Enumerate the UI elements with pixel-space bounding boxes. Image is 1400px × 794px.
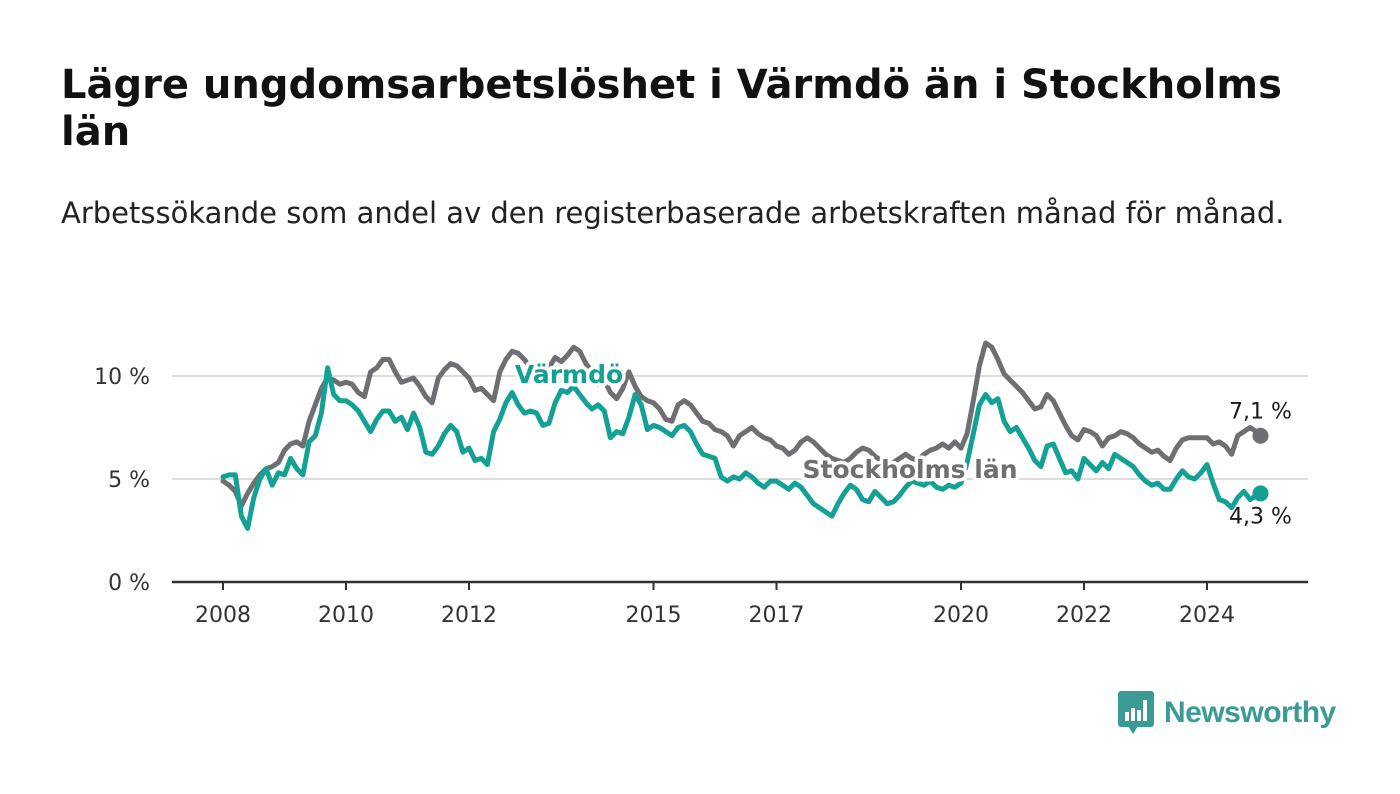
x-tick-label: 2008 xyxy=(195,603,251,628)
chart-title: Lägre ungdomsarbetslöshet i Värmdö än i … xyxy=(61,62,1282,155)
y-tick-label: 5 % xyxy=(108,468,150,493)
line-chart: 0 %5 %10 % 2008 2010 2012 2015 2017 2020 2022 2… xyxy=(94,340,1308,628)
logo-wordmark: Newsworthy xyxy=(1164,696,1336,729)
x-axis-ticks: 2008 2010 2012 2015 2017 2020 2022 2024 xyxy=(195,582,1235,628)
series-end-point xyxy=(1252,485,1269,502)
series-end-label: 7,1 % xyxy=(1229,400,1292,425)
series-lines xyxy=(220,340,1269,531)
x-tick-label: 2024 xyxy=(1179,603,1235,628)
newsworthy-chart-icon xyxy=(1118,691,1154,734)
x-tick-label: 2020 xyxy=(933,603,989,628)
y-axis-ticks: 0 % 5 % 10 % xyxy=(94,365,150,596)
x-tick-label: 2022 xyxy=(1056,603,1112,628)
chart-subtitle: Arbetssökande som andel av den registerb… xyxy=(61,196,1285,230)
series-name-stockholm: Stockholms län xyxy=(803,455,1018,484)
series-line-stockholm xyxy=(220,340,1263,509)
y-tick-label: 0 % xyxy=(108,571,150,596)
series-line-varmdo xyxy=(220,365,1263,531)
x-tick-label: 2017 xyxy=(749,603,805,628)
series-end-label: 4,3 % xyxy=(1229,504,1292,529)
series-end-point xyxy=(1252,427,1269,444)
x-tick-label: 2012 xyxy=(441,603,497,628)
series-name-varmdo: Värmdö xyxy=(515,360,623,389)
newsworthy-logo: Newsworthy xyxy=(1118,690,1336,736)
series-labels: 7,1 % 4,3 % Värmdö Stockholms län xyxy=(511,357,1292,530)
x-tick-label: 2010 xyxy=(318,603,374,628)
y-tick-label: 10 % xyxy=(94,365,150,390)
x-tick-label: 2015 xyxy=(626,603,682,628)
